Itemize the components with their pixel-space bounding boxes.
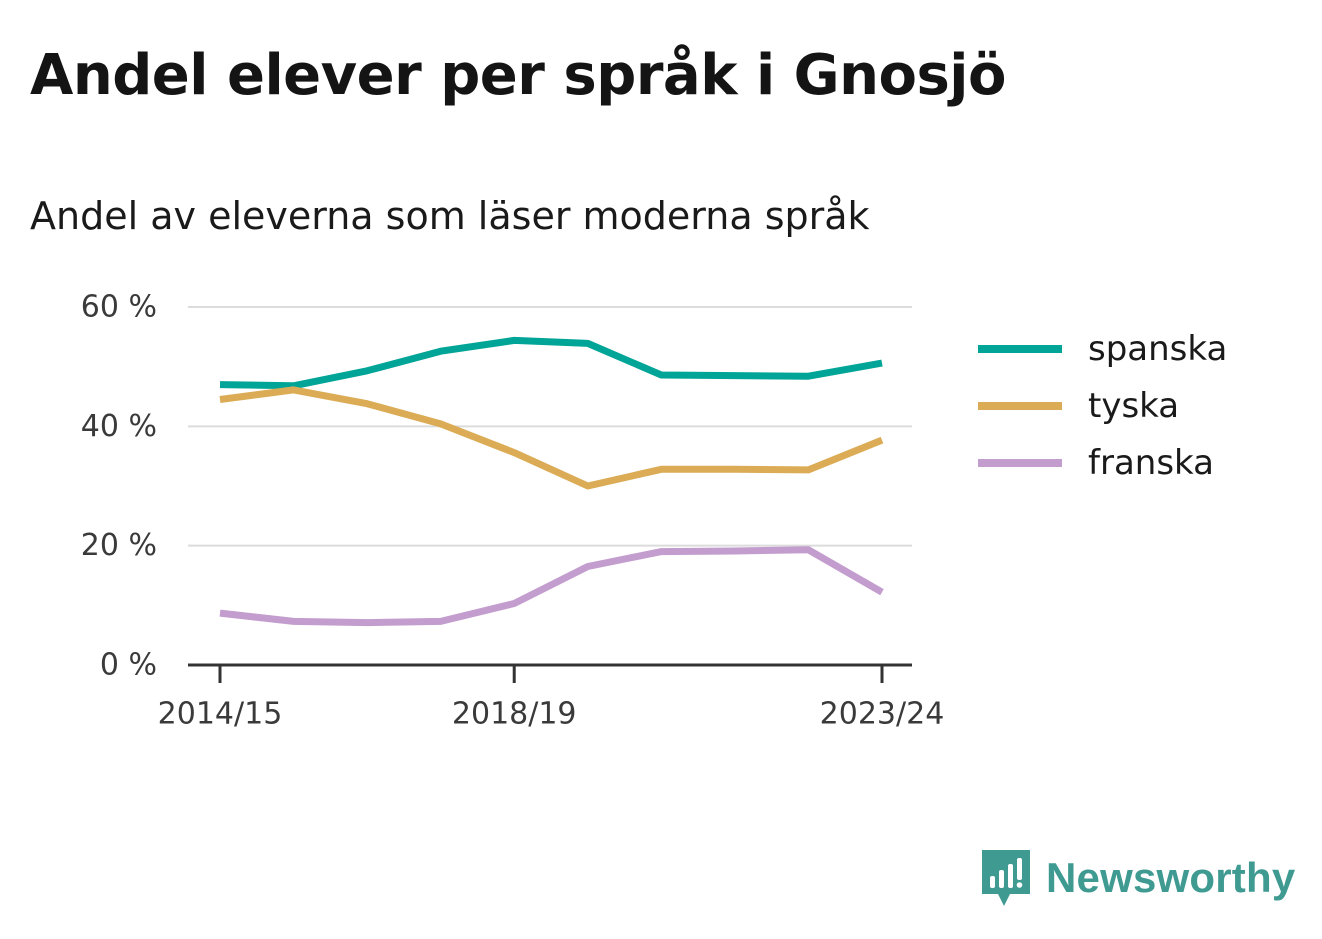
series-line-spanska	[219, 336, 883, 390]
y-axis-tick-labels: 0 % 20 % 40 % 60 %	[81, 290, 157, 683]
chart-subtitle: Andel av eleverna som läser moderna språ…	[30, 194, 870, 238]
newsworthy-logo-icon	[982, 850, 1030, 906]
legend: spanska tyska franska	[978, 329, 1227, 483]
legend-label-franska: franska	[1088, 443, 1214, 483]
x-tick-label: 2014/15	[158, 697, 283, 732]
chart-title: Andel elever per språk i Gnosjö	[30, 43, 1006, 108]
series-lines	[219, 336, 884, 627]
legend-label-spanska: spanska	[1088, 329, 1227, 369]
y-tick-label: 0 %	[100, 648, 157, 683]
gridlines	[188, 306, 912, 547]
x-axis	[188, 663, 912, 683]
y-tick-label: 40 %	[81, 409, 157, 444]
x-axis-tick-labels: 2014/15 2018/19 2023/24	[158, 697, 945, 732]
y-tick-label: 20 %	[81, 528, 157, 563]
x-tick-label: 2018/19	[452, 697, 577, 732]
series-line-tyska	[219, 386, 884, 490]
legend-label-tyska: tyska	[1088, 386, 1179, 426]
brand-name: Newsworthy	[1046, 854, 1296, 901]
newsworthy-brand: Newsworthy	[978, 846, 1295, 910]
series-line-franska	[219, 546, 884, 627]
y-tick-label: 60 %	[81, 290, 157, 325]
x-tick-label: 2023/24	[820, 697, 945, 732]
